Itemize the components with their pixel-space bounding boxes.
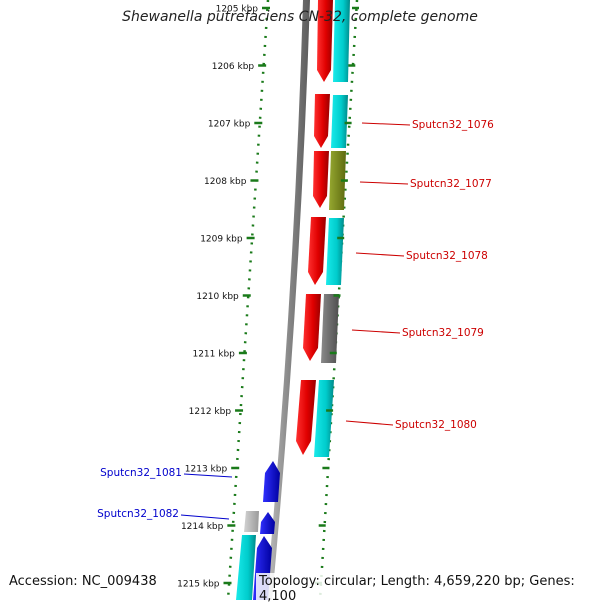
kbp-tick-label: 1210 kbp bbox=[196, 292, 239, 302]
gene-label[interactable]: Sputcn32_1082 bbox=[97, 508, 179, 520]
gene-feature bbox=[308, 217, 326, 285]
gene-label-leader bbox=[361, 122, 411, 126]
gene-feature bbox=[236, 535, 256, 600]
topology-text: Topology: circular; Length: 4,659,220 bp… bbox=[256, 573, 600, 605]
kbp-tick-label: 1213 kbp bbox=[185, 465, 228, 475]
kbp-tick-label: 1207 kbp bbox=[208, 120, 251, 130]
gene-label-leader bbox=[345, 420, 394, 426]
genome-title: Shewanella putrefaciens CN-32, complete … bbox=[122, 9, 478, 25]
outer-dotted-track bbox=[318, 0, 359, 600]
gene-label-leader bbox=[183, 473, 233, 478]
gene-feature bbox=[303, 294, 321, 361]
accession-text: Accession: NC_009438 bbox=[9, 574, 157, 589]
gene-feature bbox=[333, 0, 350, 82]
gene-label[interactable]: Sputcn32_1080 bbox=[395, 419, 477, 431]
gene-feature bbox=[326, 218, 344, 285]
gene-label[interactable]: Sputcn32_1079 bbox=[402, 327, 484, 339]
gene-feature bbox=[296, 380, 316, 455]
kbp-ruler: 1205 kbp 1206 kbp 1207 kbp 1208 kbp 1209 kbp… bbox=[177, 5, 359, 590]
kbp-tick-label: 1208 kbp bbox=[204, 177, 247, 187]
gene-feature bbox=[314, 94, 330, 148]
gene-feature bbox=[260, 512, 275, 534]
gene-feature bbox=[314, 380, 334, 457]
gene-feature bbox=[317, 0, 333, 82]
kbp-tick-label: 1211 kbp bbox=[192, 350, 235, 360]
gene-feature bbox=[244, 511, 259, 532]
gene-label-leader bbox=[180, 514, 230, 520]
gene-feature bbox=[331, 95, 348, 148]
kbp-tick-label: 1209 kbp bbox=[200, 235, 243, 245]
gene-label[interactable]: Sputcn32_1078 bbox=[406, 250, 488, 262]
inner-dotted-track bbox=[226, 0, 270, 600]
kbp-tick-label: 1206 kbp bbox=[212, 62, 255, 72]
gene-label[interactable]: Sputcn32_1077 bbox=[410, 178, 492, 190]
kbp-tick-label: 1212 kbp bbox=[189, 407, 232, 417]
gene-label[interactable]: Sputcn32_1076 bbox=[412, 119, 494, 131]
gene-label[interactable]: Sputcn32_1081 bbox=[100, 467, 182, 479]
gene-label-leader bbox=[351, 329, 401, 334]
genome-backbone bbox=[266, 0, 310, 600]
kbp-tick-label: 1214 kbp bbox=[181, 522, 224, 532]
gene-label-leader bbox=[359, 181, 409, 185]
kbp-tick-label: 1205 kbp bbox=[216, 5, 259, 15]
gene-feature bbox=[321, 294, 339, 363]
kbp-tick-label: 1215 kbp bbox=[177, 580, 220, 590]
gene-feature bbox=[313, 151, 329, 208]
gene-labels: Sputcn32_1076 Sputcn32_1077 Sputcn32_1078 S… bbox=[97, 119, 494, 520]
gene-feature bbox=[263, 461, 280, 502]
gene-feature bbox=[329, 151, 346, 210]
gene-label-leader bbox=[355, 252, 405, 257]
